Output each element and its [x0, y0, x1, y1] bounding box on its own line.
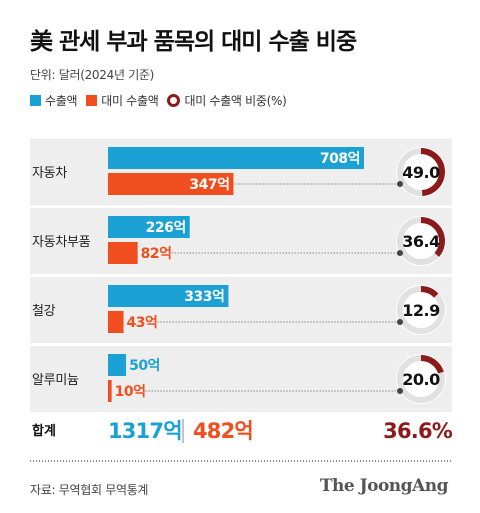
- ring-share-arc: [397, 355, 445, 403]
- category-label: 알루미늄: [32, 373, 79, 388]
- total-export: 1317억: [108, 419, 182, 443]
- ring-backdrop: [396, 285, 446, 335]
- row-background: [30, 208, 452, 274]
- ring-share-arc: [397, 286, 445, 334]
- row-background: [30, 346, 452, 412]
- bar-label-export-total: 226억: [146, 220, 186, 236]
- bar-label-export-total: 708억: [320, 151, 360, 167]
- legend-item-share: 대미 수출액 비중(%): [167, 92, 287, 109]
- source-note: 자료: 무역협회 무역통계: [30, 483, 149, 497]
- category-label: 자동차: [32, 166, 67, 181]
- legend-item-export-total: 수출액: [30, 92, 78, 109]
- total-label: 합계: [32, 423, 56, 439]
- bar-export-us: [108, 242, 138, 264]
- bar-label-export-us: 82억: [141, 246, 172, 262]
- bar-label-export-total: 333억: [184, 289, 224, 305]
- legend-label-share: 대미 수출액 비중(%): [184, 94, 287, 108]
- publisher-logo: The JoongAng: [319, 476, 449, 496]
- bar-export-total: [108, 285, 229, 307]
- bar-label-export-us: 43억: [127, 315, 158, 331]
- leader-dot: [397, 319, 403, 325]
- share-label: 49.0: [402, 163, 440, 182]
- total-share: 36.6%: [383, 419, 453, 443]
- ring-share-arc: [397, 217, 445, 265]
- ring-backdrop: [396, 354, 446, 404]
- bar-export-total: [108, 147, 364, 169]
- legend-ring-icon: [167, 94, 181, 107]
- legend-label-export-total: 수출액: [45, 94, 78, 108]
- legend-label-export-us: 대미 수출액: [101, 94, 159, 108]
- bar-export-total: [108, 354, 127, 376]
- legend-swatch-orange: [86, 95, 98, 106]
- bar-export-us: [108, 173, 234, 195]
- share-label: 20.0: [402, 370, 440, 389]
- bar-label-export-total: 50억: [129, 358, 160, 374]
- row-background: [30, 277, 452, 343]
- bar-export-total: [108, 216, 190, 238]
- ring-backdrop: [396, 147, 446, 197]
- ring-share-arc: [397, 148, 445, 196]
- share-label: 12.9: [402, 301, 440, 320]
- leader-dot: [397, 250, 403, 256]
- unit-note: 단위: 달러(2024년 기준): [30, 68, 155, 82]
- legend-item-export-us: 대미 수출액: [86, 92, 159, 109]
- bar-export-us: [108, 380, 112, 402]
- bar-label-export-us: 10억: [115, 384, 146, 400]
- share-label: 36.4: [402, 232, 440, 251]
- leader-dot: [397, 181, 403, 187]
- chart-title: 美 관세 부과 품목의 대미 수출 비중: [30, 29, 357, 55]
- ring-backdrop: [396, 216, 446, 266]
- bar-label-export-us: 347억: [189, 177, 229, 193]
- bar-export-us: [108, 311, 124, 333]
- category-label: 자동차부품: [32, 235, 91, 250]
- total-export-us: 482억: [193, 419, 253, 443]
- legend: 수출액 대미 수출액 대미 수출액 비중(%): [30, 92, 296, 109]
- category-label: 철강: [32, 304, 56, 319]
- leader-dot: [397, 388, 403, 394]
- legend-swatch-blue: [30, 95, 41, 106]
